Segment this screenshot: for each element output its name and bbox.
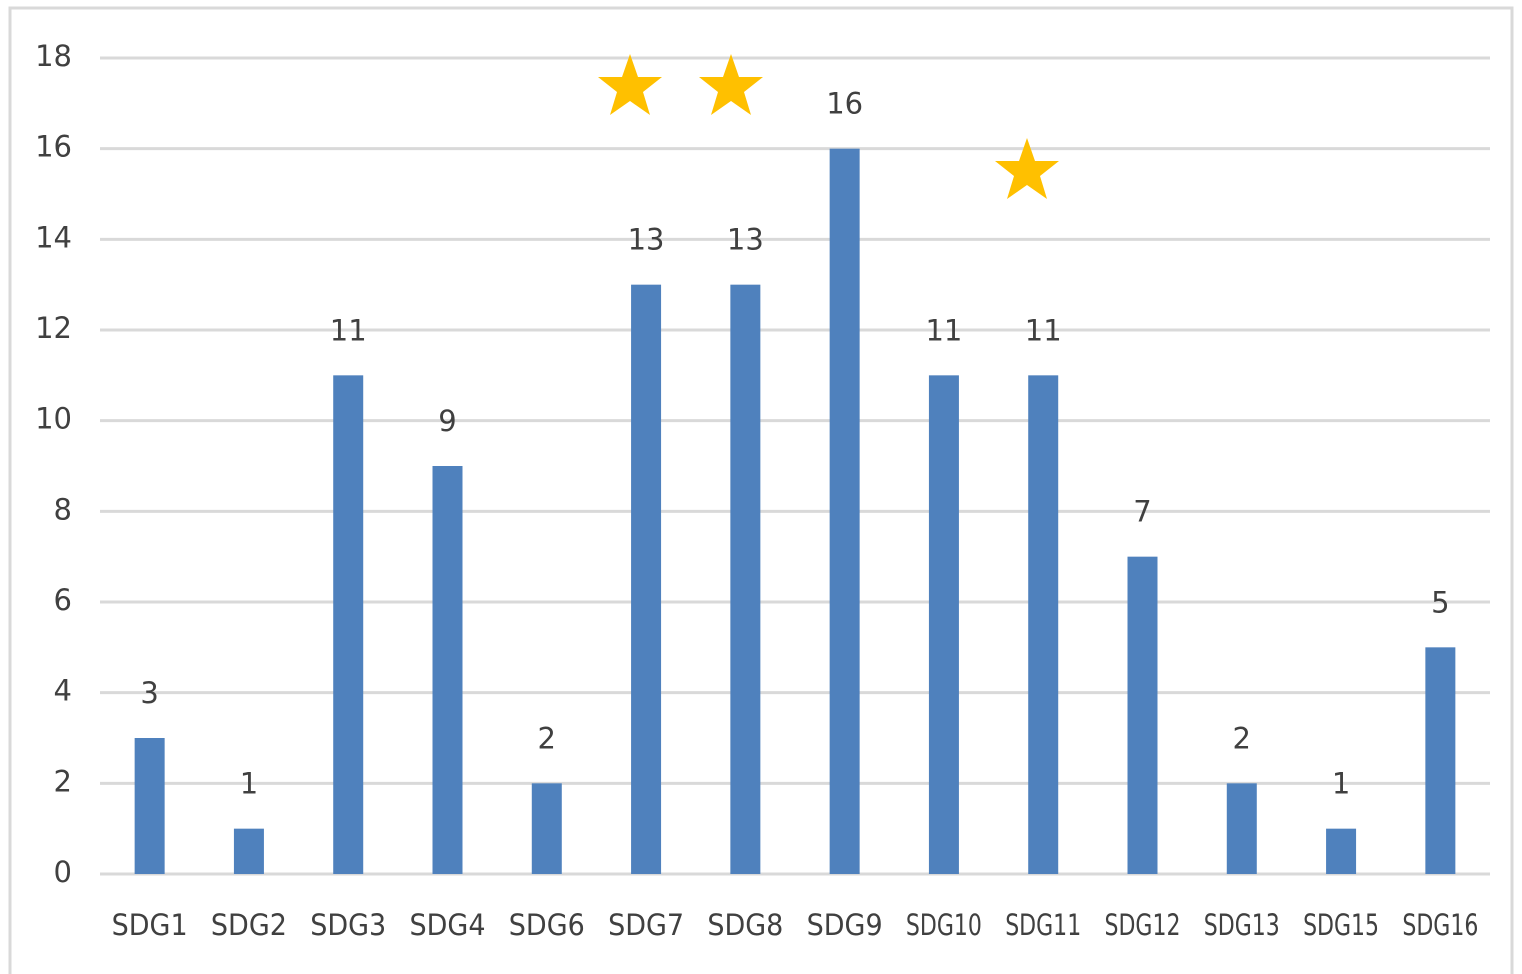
- data-label: 7: [1133, 495, 1151, 529]
- x-tick-label: SDG4: [410, 908, 486, 942]
- y-tick-label: 10: [35, 402, 72, 436]
- x-tick-label: SDG1: [112, 908, 188, 942]
- star-annotations: [598, 54, 1059, 199]
- data-label: 11: [1025, 313, 1062, 347]
- data-label: 1: [240, 767, 258, 801]
- y-tick-label: 12: [35, 311, 72, 345]
- bar: [531, 783, 562, 874]
- bar: [1425, 647, 1456, 874]
- star: [699, 54, 763, 115]
- bar: [432, 466, 463, 874]
- data-label: 2: [538, 721, 556, 755]
- x-tick-label: SDG16: [1402, 908, 1478, 942]
- y-tick-label: 8: [54, 492, 72, 526]
- bar: [631, 284, 662, 875]
- x-tick-label: SDG9: [807, 908, 883, 942]
- data-label: 1: [1332, 767, 1350, 801]
- y-tick-label: 6: [54, 583, 72, 617]
- bar: [1326, 828, 1357, 874]
- data-label: 2: [1233, 721, 1251, 755]
- y-tick-label: 14: [35, 220, 72, 254]
- x-tick-label: SDG11: [1005, 908, 1081, 942]
- bar: [1226, 783, 1257, 874]
- data-label: 9: [438, 404, 456, 438]
- x-tick-label: SDG2: [211, 908, 287, 942]
- bar: [333, 375, 364, 874]
- x-tick-label: SDG12: [1105, 908, 1181, 942]
- chart-frame: [8, 6, 1514, 974]
- data-label: 16: [826, 87, 863, 121]
- y-tick-label: 18: [35, 39, 72, 73]
- data-label: 5: [1431, 585, 1449, 619]
- x-tick-label: SDG6: [509, 908, 585, 942]
- bar: [829, 148, 860, 874]
- x-tick-label: SDG13: [1204, 908, 1280, 942]
- data-label: 3: [140, 676, 158, 710]
- bar: [928, 375, 959, 874]
- data-label: 11: [330, 313, 367, 347]
- x-tick-label: SDG7: [608, 908, 684, 942]
- data-label: 11: [925, 313, 962, 347]
- data-label: 13: [628, 223, 665, 257]
- bar: [233, 828, 264, 874]
- x-tick-label: SDG3: [310, 908, 386, 942]
- bar: [134, 738, 165, 874]
- y-tick-label: 4: [54, 674, 72, 708]
- x-tick-label: SDG8: [707, 908, 783, 942]
- bar: [1028, 375, 1059, 874]
- data-label: 13: [727, 223, 764, 257]
- bar: [730, 284, 761, 875]
- x-tick-label: SDG15: [1303, 908, 1379, 942]
- y-tick-label: 0: [54, 855, 72, 889]
- star: [995, 138, 1059, 199]
- bar: [1127, 556, 1158, 874]
- y-tick-label: 2: [54, 764, 72, 798]
- y-tick-label: 16: [35, 130, 72, 164]
- x-tick-label: SDG10: [906, 908, 982, 942]
- star: [598, 54, 662, 115]
